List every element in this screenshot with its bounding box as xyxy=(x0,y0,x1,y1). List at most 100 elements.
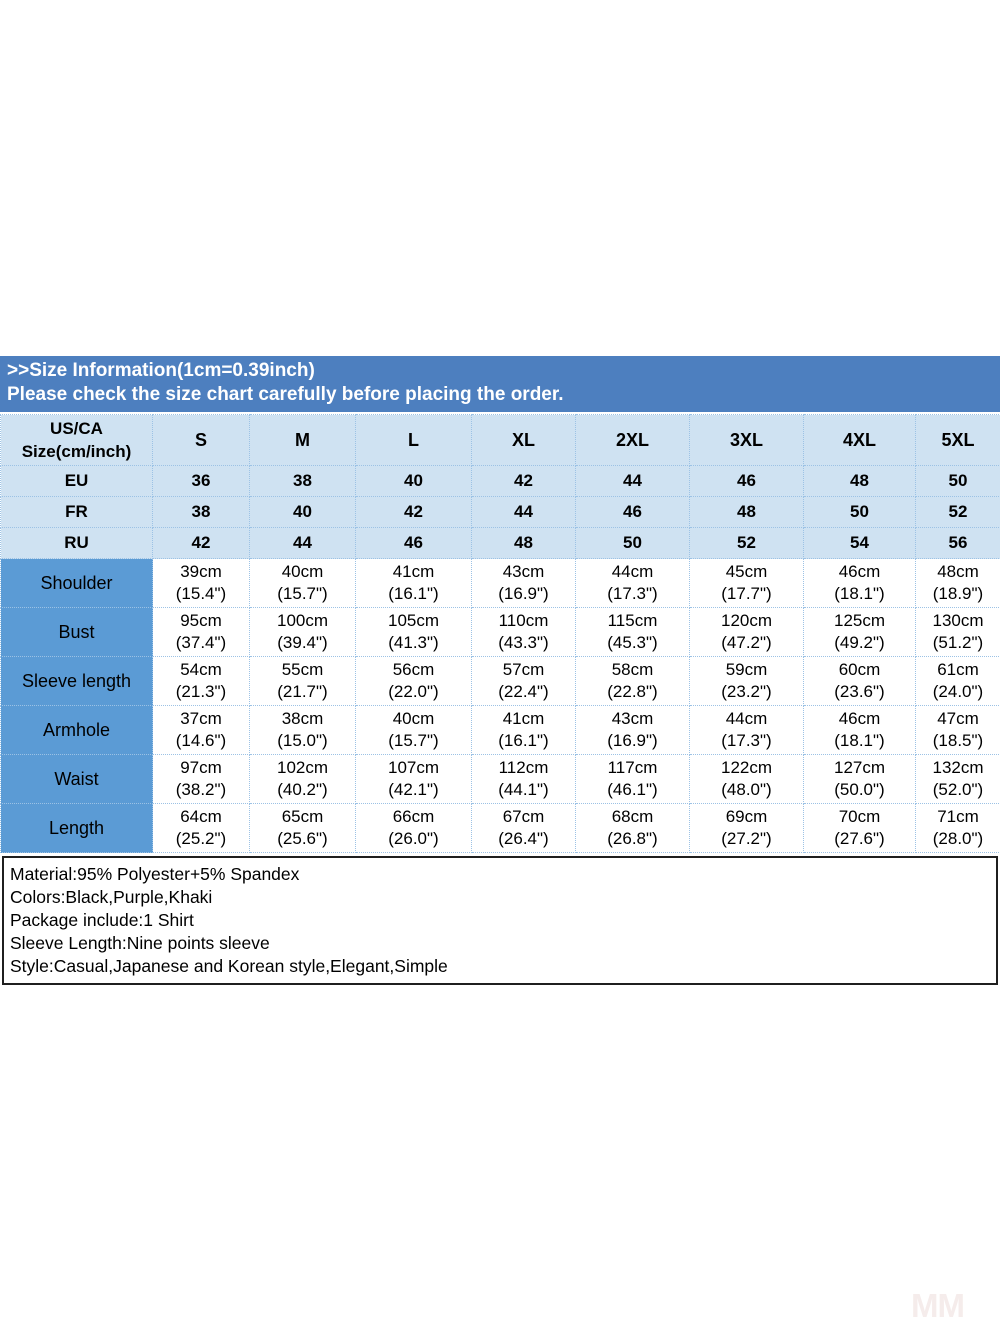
inch-value: (23.2") xyxy=(721,682,772,701)
cm-value: 67cm xyxy=(502,807,545,826)
cm-value: 107cm xyxy=(387,758,440,777)
inch-value: (15.0") xyxy=(277,731,328,750)
inch-value: (25.2") xyxy=(175,829,227,848)
cm-value: 66cm xyxy=(392,807,435,826)
measurement-label: Shoulder xyxy=(0,558,153,608)
measurement-value-cell: 97cm (38.2") xyxy=(152,754,250,804)
inch-value: (22.8") xyxy=(607,682,658,701)
inch-value: (37.4") xyxy=(175,633,227,652)
cm-value: 37cm xyxy=(180,709,222,728)
banner-title: >>Size Information(1cm=0.39inch) xyxy=(7,360,315,381)
package-line: Package include:1 Shirt xyxy=(10,910,194,930)
region-value-cell: 46 xyxy=(689,465,804,497)
measurement-row: Waist 97cm (38.2") 102cm (40.2") 107cm (42.1")… xyxy=(0,754,1000,804)
cm-value: 39cm xyxy=(180,562,222,581)
inch-value: (18.1") xyxy=(834,584,885,603)
measurement-label: Armhole xyxy=(0,705,153,755)
region-label: FR xyxy=(0,496,153,528)
inch-value: (21.7") xyxy=(277,682,328,701)
measurement-value-cell: 115cm (45.3") xyxy=(575,607,690,657)
cm-value: 45cm xyxy=(725,562,768,581)
style-line: Style:Casual,Japanese and Korean style,E… xyxy=(10,956,448,976)
inch-value: (27.2") xyxy=(721,829,772,848)
cm-value: 122cm xyxy=(720,758,773,777)
region-label: EU xyxy=(0,465,153,497)
measurement-value-cell: 57cm (22.4") xyxy=(471,656,576,706)
cm-value: 69cm xyxy=(725,807,768,826)
cm-value: 60cm xyxy=(838,660,881,679)
measurement-value-cell: 112cm (44.1") xyxy=(471,754,576,804)
measurement-label: Sleeve length xyxy=(0,656,153,706)
measurement-value-cell: 47cm (18.5") xyxy=(915,705,1000,755)
inch-value: (28.0") xyxy=(932,829,984,848)
measurement-value-cell: 38cm (15.0") xyxy=(249,705,356,755)
measurement-value-cell: 100cm (39.4") xyxy=(249,607,356,657)
measurement-value-cell: 122cm (48.0") xyxy=(689,754,804,804)
region-value-cell: 54 xyxy=(803,527,916,559)
cm-value: 120cm xyxy=(720,611,773,630)
region-row: FR 38 40 42 44 46 48 50 52 xyxy=(0,496,1000,528)
inch-value: (46.1") xyxy=(607,780,658,799)
cm-value: 102cm xyxy=(276,758,329,777)
colors-line: Colors:Black,Purple,Khaki xyxy=(10,887,213,907)
cm-value: 125cm xyxy=(833,611,886,630)
inch-value: (22.0") xyxy=(388,682,439,701)
cm-value: 55cm xyxy=(281,660,324,679)
region-value-cell: 46 xyxy=(575,496,690,528)
inch-value: (45.3") xyxy=(607,633,658,652)
region-value-cell: 50 xyxy=(803,496,916,528)
inch-value: (25.6") xyxy=(277,829,328,848)
size-column-header: 4XL xyxy=(803,414,916,466)
size-header-row: US/CA Size(cm/inch) S M L XL 2XL 3XL 4XL 5XL xyxy=(0,414,1000,466)
size-column-header: M xyxy=(249,414,356,466)
banner-subtitle: Please check the size chart carefully be… xyxy=(7,384,564,405)
region-value-cell: 48 xyxy=(471,527,576,559)
cm-value: 132cm xyxy=(932,758,984,777)
cm-value: 41cm xyxy=(392,562,435,581)
size-column-header: 5XL xyxy=(915,414,1000,466)
measurement-value-cell: 130cm (51.2") xyxy=(915,607,1000,657)
measurement-value-cell: 37cm (14.6") xyxy=(152,705,250,755)
region-value-cell: 38 xyxy=(249,465,356,497)
measurement-value-cell: 117cm (46.1") xyxy=(575,754,690,804)
cm-value: 65cm xyxy=(281,807,324,826)
measurement-row: Length 64cm (25.2") 65cm (25.6") 66cm (26.0") 6… xyxy=(0,803,1000,853)
measurement-label: Bust xyxy=(0,607,153,657)
measurement-value-cell: 102cm (40.2") xyxy=(249,754,356,804)
region-value-cell: 48 xyxy=(689,496,804,528)
region-value-cell: 38 xyxy=(152,496,250,528)
cm-value: 68cm xyxy=(611,807,654,826)
inch-value: (48.0") xyxy=(721,780,772,799)
measurement-value-cell: 68cm (26.8") xyxy=(575,803,690,853)
cm-value: 110cm xyxy=(498,611,549,630)
cm-value: 38cm xyxy=(281,709,324,728)
size-column-header: L xyxy=(355,414,472,466)
measurement-row: Shoulder 39cm (15.4") 40cm (15.7") 41cm (16.1"… xyxy=(0,558,1000,608)
size-column-header: XL xyxy=(471,414,576,466)
measurement-value-cell: 105cm (41.3") xyxy=(355,607,472,657)
region-label: RU xyxy=(0,527,153,559)
cm-value: 41cm xyxy=(502,709,545,728)
measurement-value-cell: 120cm (47.2") xyxy=(689,607,804,657)
inch-value: (40.2") xyxy=(277,780,328,799)
inch-value: (15.7") xyxy=(388,731,439,750)
inch-value: (24.0") xyxy=(932,682,984,701)
region-value-cell: 48 xyxy=(803,465,916,497)
measurement-value-cell: 44cm (17.3") xyxy=(575,558,690,608)
inch-value: (18.5") xyxy=(932,731,984,750)
measurement-row: Bust 95cm (37.4") 100cm (39.4") 105cm (41.3") 1… xyxy=(0,607,1000,657)
region-value-cell: 40 xyxy=(249,496,356,528)
cm-value: 40cm xyxy=(281,562,324,581)
size-column-header: 3XL xyxy=(689,414,804,466)
cm-value: 43cm xyxy=(502,562,545,581)
measurement-value-cell: 46cm (18.1") xyxy=(803,558,916,608)
cm-value: 105cm xyxy=(387,611,440,630)
corner-header: US/CA Size(cm/inch) xyxy=(0,414,153,466)
region-value-cell: 36 xyxy=(152,465,250,497)
cm-value: 46cm xyxy=(838,709,881,728)
measurement-value-cell: 95cm (37.4") xyxy=(152,607,250,657)
inch-value: (26.4") xyxy=(498,829,549,848)
inch-value: (47.2") xyxy=(721,633,772,652)
cm-value: 43cm xyxy=(611,709,654,728)
measurement-value-cell: 41cm (16.1") xyxy=(355,558,472,608)
